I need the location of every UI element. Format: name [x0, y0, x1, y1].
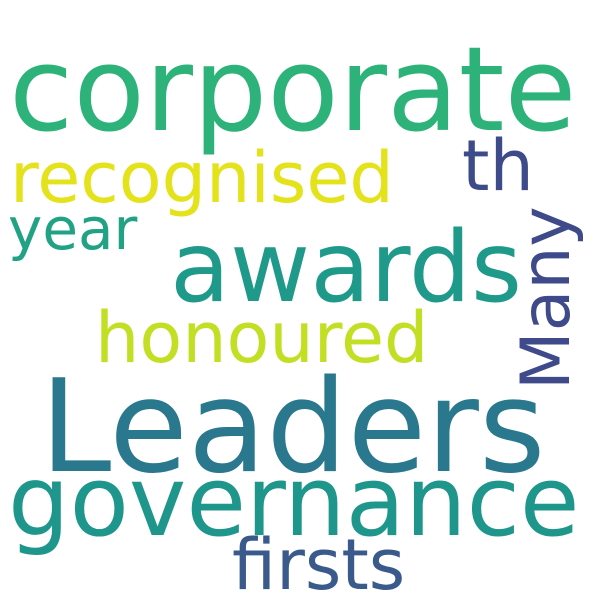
word-awards: awards [170, 211, 523, 325]
word-leaders: Leaders [40, 353, 546, 502]
word-honoured: honoured [95, 297, 429, 379]
word-governance: governance [8, 445, 580, 558]
word-year: year [8, 195, 138, 263]
word-recognised: recognised [10, 137, 394, 219]
word-firsts: firsts [232, 524, 406, 606]
word-corporate: corporate [9, 21, 577, 158]
word-th: th [462, 125, 534, 207]
